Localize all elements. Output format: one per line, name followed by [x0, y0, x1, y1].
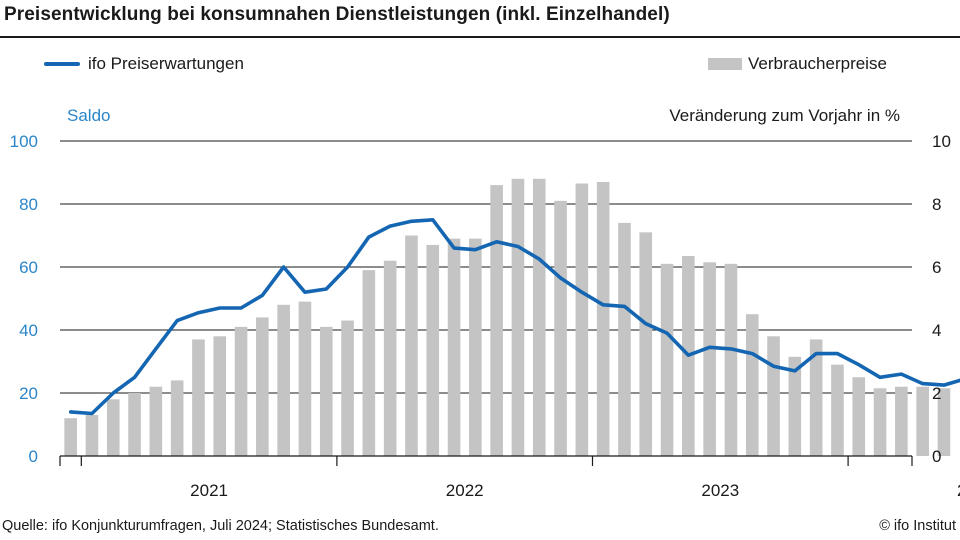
bar [447, 238, 461, 456]
right-tick-label: 0 [932, 447, 941, 466]
bar [128, 393, 141, 456]
chart-plot: 0 20 40 60 80 100 0 2 4 6 8 10 2021 2022 2023 2024 [10, 132, 960, 500]
bar [341, 320, 354, 456]
left-tick-label: 100 [10, 132, 38, 151]
bar [511, 178, 525, 457]
bar [788, 356, 802, 456]
left-axis-title: Saldo [67, 106, 111, 125]
bar [916, 386, 929, 456]
right-tick-label: 6 [932, 258, 941, 277]
bar [277, 304, 290, 456]
x-tick-label: 2022 [446, 481, 484, 500]
bar [405, 235, 418, 456]
chart-title: Preisentwicklung bei konsumnahen Dienstl… [4, 4, 670, 25]
right-tick-label: 10 [932, 132, 951, 151]
left-tick-label: 20 [19, 384, 38, 403]
bar [596, 181, 610, 456]
legend-label-preiserwartungen: ifo Preiserwartungen [88, 54, 244, 73]
axes: 0 20 40 60 80 100 0 2 4 6 8 10 2021 2022 2023 2024 [10, 132, 960, 500]
legend-bar-swatch [708, 58, 742, 70]
right-tick-label: 2 [932, 384, 941, 403]
bar [170, 380, 184, 456]
left-tick-label: 60 [19, 258, 38, 277]
legend-label-verbraucherpreise: Verbraucherpreise [748, 54, 887, 73]
right-tick-label: 4 [932, 321, 941, 340]
bar [256, 317, 269, 456]
bar [703, 262, 716, 456]
bar [660, 263, 674, 456]
bar [809, 339, 823, 456]
bar [724, 263, 738, 456]
x-tick-label: 2021 [190, 481, 228, 500]
bar [149, 386, 163, 456]
line-series-preiserwartungen [68, 218, 960, 416]
title-divider [0, 36, 960, 38]
bar [618, 222, 631, 456]
bar [767, 336, 780, 456]
bar [213, 336, 227, 456]
left-tick-label: 80 [19, 195, 38, 214]
bar [831, 364, 844, 456]
bar [937, 388, 951, 456]
bar [575, 183, 589, 456]
bar [532, 178, 546, 457]
bar [383, 260, 397, 456]
left-tick-label: 0 [29, 447, 38, 466]
bar [64, 418, 77, 456]
bar [639, 232, 653, 456]
bar-series-verbraucherpreise [64, 178, 951, 457]
right-tick-label: 8 [932, 195, 941, 214]
bar [426, 244, 440, 456]
series-line [68, 218, 960, 416]
bar [469, 238, 482, 456]
legend-line-swatch [44, 62, 80, 66]
bar [298, 301, 312, 456]
bar [85, 415, 99, 456]
grid-lines [60, 140, 912, 394]
footer-source: Quelle: ifo Konjunkturumfragen, Juli 202… [2, 518, 439, 534]
bar [362, 270, 376, 456]
bar [745, 314, 759, 456]
bar [895, 386, 908, 456]
footer-copyright: © ifo Institut [879, 518, 956, 534]
right-axis-title: Veränderung zum Vorjahr in % [669, 106, 900, 125]
bar [490, 185, 503, 456]
x-tick-label: 2023 [701, 481, 739, 500]
bar [319, 326, 333, 456]
bar [852, 377, 866, 456]
bar [106, 399, 120, 456]
left-tick-label: 40 [19, 321, 38, 340]
legend-item-verbraucherpreise: Verbraucherpreise [708, 54, 887, 74]
bar [192, 339, 205, 456]
legend-item-preiserwartungen: ifo Preiserwartungen [44, 54, 244, 74]
bar [554, 200, 567, 456]
x-tick-label: 2024 [957, 481, 960, 500]
bar [873, 388, 887, 456]
bar [234, 326, 248, 456]
